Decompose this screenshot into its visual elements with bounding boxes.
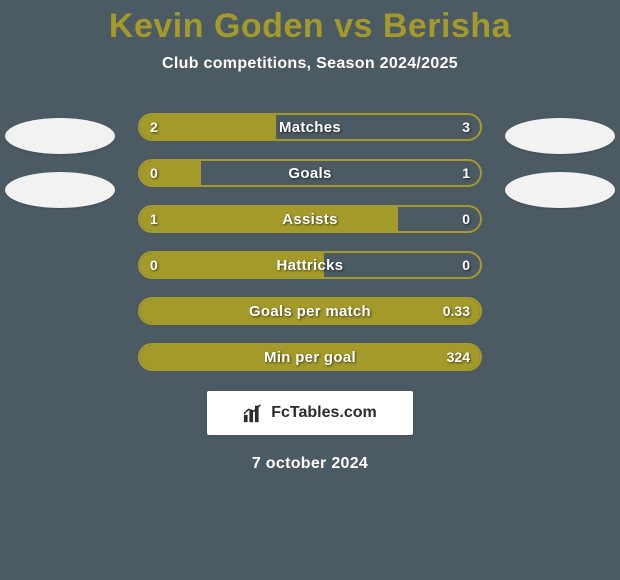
- stat-bar: 0Goals1: [138, 159, 482, 187]
- stat-label: Hattricks: [140, 253, 480, 277]
- stat-label: Assists: [140, 207, 480, 231]
- stat-bar: Goals per match0.33: [138, 297, 482, 325]
- date-text: 7 october 2024: [252, 455, 368, 473]
- stat-value-right: 324: [447, 345, 470, 369]
- stat-label: Goals: [140, 161, 480, 185]
- bars-icon: [243, 403, 265, 423]
- stat-value-right: 0: [462, 207, 470, 231]
- stat-value-right: 0.33: [443, 299, 470, 323]
- stat-bar: 1Assists0: [138, 205, 482, 233]
- page-subtitle: Club competitions, Season 2024/2025: [162, 55, 458, 73]
- stat-value-right: 0: [462, 253, 470, 277]
- stat-bar: Min per goal324: [138, 343, 482, 371]
- brand-text: FcTables.com: [271, 404, 377, 422]
- stat-value-right: 3: [462, 115, 470, 139]
- stat-bar: 2Matches3: [138, 113, 482, 141]
- page-title: Kevin Goden vs Berisha: [109, 8, 511, 45]
- brand-box: FcTables.com: [207, 391, 413, 435]
- stat-bar: 0Hattricks0: [138, 251, 482, 279]
- stat-label: Min per goal: [140, 345, 480, 369]
- comparison-infographic: Kevin Goden vs Berisha Club competitions…: [0, 0, 620, 580]
- stat-label: Goals per match: [140, 299, 480, 323]
- stat-label: Matches: [140, 115, 480, 139]
- bars-container: 2Matches30Goals11Assists00Hattricks0Goal…: [0, 113, 620, 371]
- stat-value-right: 1: [462, 161, 470, 185]
